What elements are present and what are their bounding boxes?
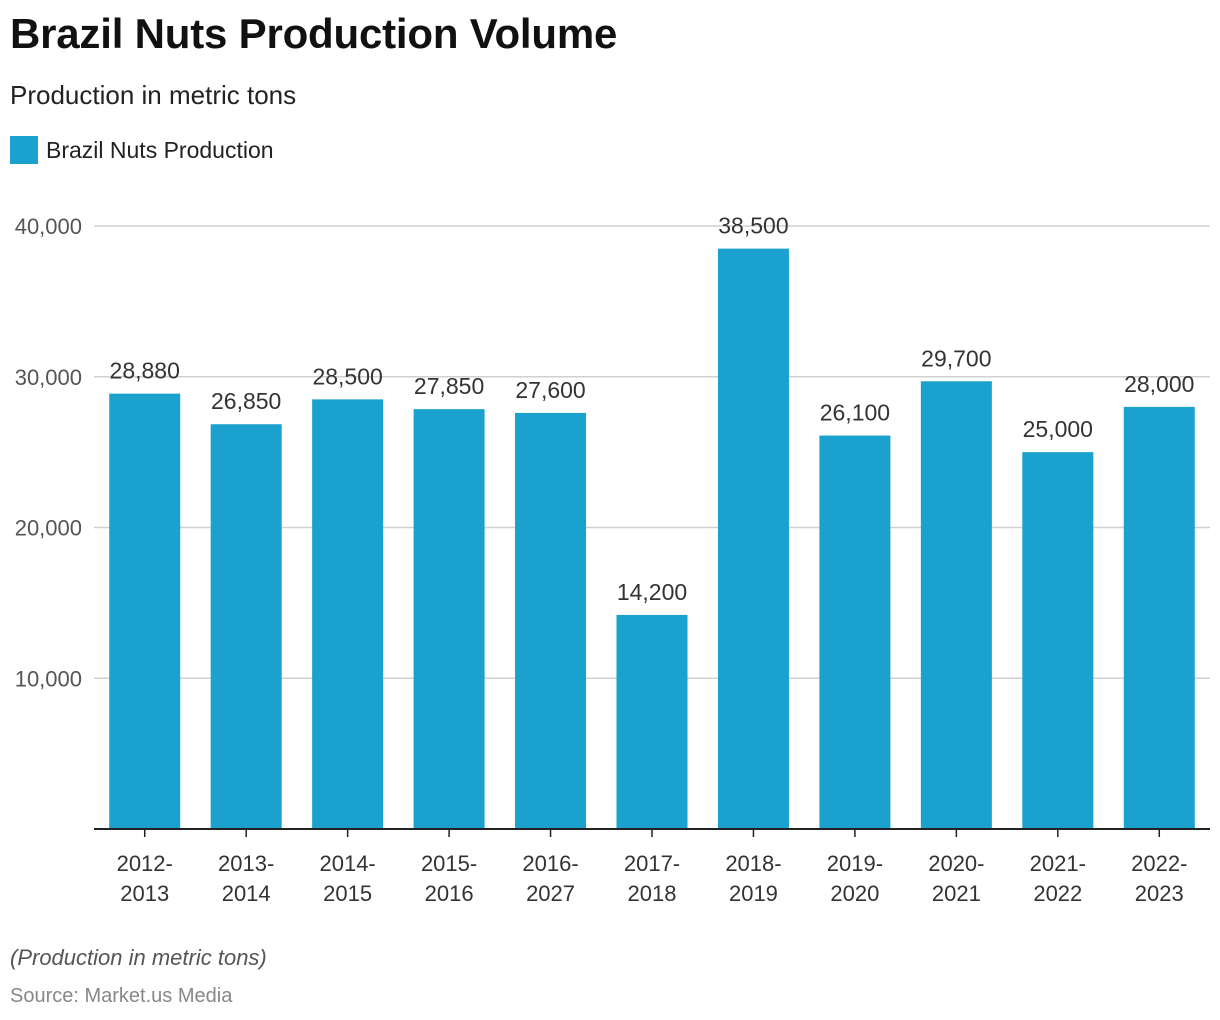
source-note: Source: Market.us Media — [10, 985, 233, 1007]
data-label: 28,000 — [1124, 371, 1194, 397]
x-tick-label: 2020 — [830, 881, 879, 906]
x-tick-label: 2022 — [1033, 881, 1082, 906]
data-label: 28,880 — [110, 358, 180, 384]
legend-swatch — [10, 136, 38, 164]
x-tick-label: 2021- — [1030, 851, 1086, 876]
data-label: 27,600 — [515, 377, 585, 403]
x-tick-label: 2017- — [624, 851, 680, 876]
x-tick-label: 2022- — [1131, 851, 1187, 876]
footnote: (Production in metric tons) — [10, 945, 267, 970]
data-label: 38,500 — [718, 213, 788, 239]
x-tick-label: 2021 — [932, 881, 981, 906]
data-label: 27,850 — [414, 373, 484, 399]
bar — [920, 381, 992, 829]
bar — [413, 409, 485, 829]
x-tick-label: 2027 — [526, 881, 575, 906]
bar — [1022, 452, 1094, 829]
legend: Brazil Nuts Production — [10, 136, 274, 164]
x-tick-label: 2020- — [928, 851, 984, 876]
bar — [312, 399, 384, 829]
bar — [717, 248, 789, 830]
chart-subtitle: Production in metric tons — [10, 80, 297, 110]
data-label: 26,850 — [211, 388, 281, 414]
x-tick-label: 2013- — [218, 851, 274, 876]
x-tick-label: 2018- — [725, 851, 781, 876]
y-tick-label: 20,000 — [15, 516, 82, 541]
bar-chart: 10,000 20,000 30,000 40,000 28,880 2012- 2013 2… — [15, 213, 1210, 906]
x-tick-label: 2019 — [729, 881, 778, 906]
y-tick-label: 40,000 — [15, 214, 82, 239]
x-tick-label: 2013 — [120, 881, 169, 906]
bar — [616, 614, 688, 829]
x-tick-label: 2019- — [827, 851, 883, 876]
x-tick-label: 2014- — [319, 851, 375, 876]
y-tick-label: 10,000 — [15, 666, 82, 691]
data-label: 25,000 — [1023, 416, 1093, 442]
bar — [210, 424, 282, 829]
bar — [819, 435, 891, 829]
x-tick-label: 2012- — [117, 851, 173, 876]
bar — [515, 412, 587, 829]
x-tick-label: 2015- — [421, 851, 477, 876]
x-tick-label: 2018 — [628, 881, 677, 906]
x-tick-label: 2014 — [222, 881, 271, 906]
y-tick-label: 30,000 — [15, 365, 82, 390]
legend-label: Brazil Nuts Production — [46, 136, 274, 163]
data-label: 28,500 — [312, 363, 382, 389]
x-tick-label: 2023 — [1135, 881, 1184, 906]
data-label: 29,700 — [921, 345, 991, 371]
data-label: 14,200 — [617, 579, 687, 605]
x-tick-label: 2016 — [425, 881, 474, 906]
chart-title: Brazil Nuts Production Volume — [10, 10, 618, 57]
data-label: 26,100 — [820, 400, 890, 426]
bar — [109, 393, 181, 829]
x-tick-label: 2016- — [522, 851, 578, 876]
x-tick-label: 2015 — [323, 881, 372, 906]
bar — [1123, 406, 1195, 829]
